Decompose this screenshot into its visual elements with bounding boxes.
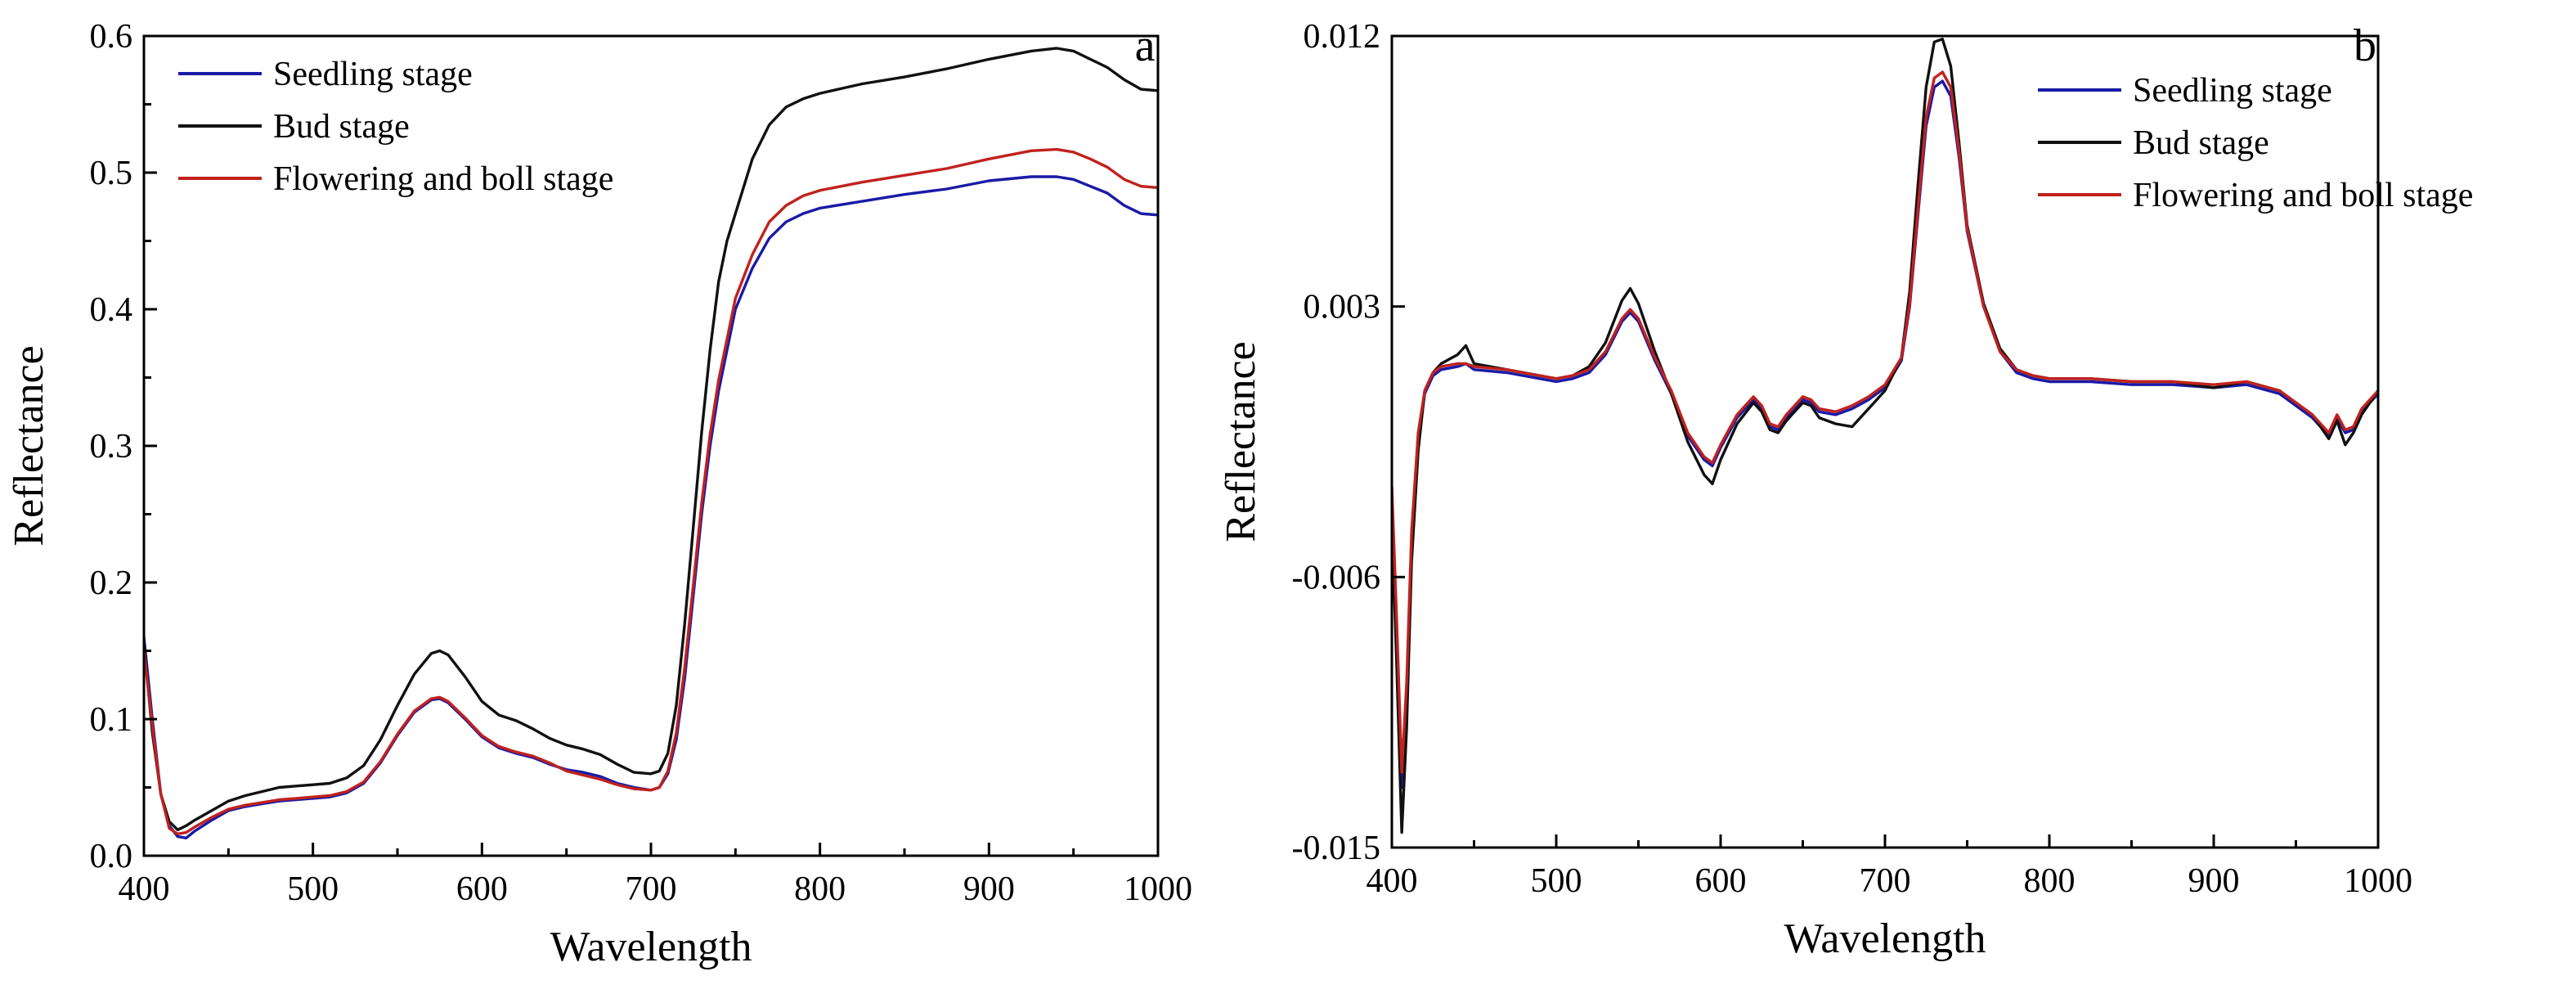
panel-b-legend-label-0: Seedling stage bbox=[2133, 72, 2332, 110]
panel-a-legend-label-2: Flowering and boll stage bbox=[273, 160, 613, 198]
panel-b-x-tick-label: 500 bbox=[1531, 862, 1582, 900]
panel-b-series-group bbox=[1392, 38, 2378, 834]
panel-b-x-tick-label: 700 bbox=[1860, 862, 1911, 900]
panel-a-x-axis-label: Wavelength bbox=[550, 924, 752, 970]
panel-a-legend-label-0: Seedling stage bbox=[273, 56, 473, 93]
panel-a-y-tick-label: 0.4 bbox=[90, 291, 133, 329]
panel-b-series-line-0 bbox=[1392, 79, 2378, 789]
panel-a-letter: a bbox=[1135, 20, 1156, 71]
panel-b-chart: 400 500 600 700 800 900 1000 -0.015 -0.006 0.003… bbox=[1218, 18, 2473, 962]
panel-a-y-axis-label: Reflectance bbox=[6, 345, 52, 546]
panel-b-x-tick-label: 1000 bbox=[2344, 862, 2412, 900]
panel-b-x-tick-label: 400 bbox=[1367, 862, 1418, 900]
panel-a-legend: Seedling stage Bud stage Flowering and bol… bbox=[178, 56, 613, 198]
panel-a-y-tick-label: 0.3 bbox=[90, 428, 133, 466]
panel-b-y-ticks: -0.015 -0.006 0.003 0.012 bbox=[1292, 18, 1405, 867]
panel-b-letter: b bbox=[2354, 20, 2376, 71]
panel-a-series-group bbox=[144, 47, 1158, 839]
panel-b-legend-label-1: Bud stage bbox=[2133, 124, 2269, 162]
panel-b-y-axis-label: Reflectance bbox=[1218, 341, 1264, 542]
panel-a-x-ticks: 400 500 600 700 800 900 1000 bbox=[119, 843, 1192, 908]
panel-b-x-tick-label: 800 bbox=[2024, 862, 2076, 900]
panel-a-y-tick-label: 0.2 bbox=[90, 564, 133, 602]
panel-b-x-tick-label: 600 bbox=[1695, 862, 1747, 900]
panel-b-x-tick-label: 900 bbox=[2188, 862, 2240, 900]
panel-a-y-tick-label: 0.6 bbox=[90, 18, 133, 56]
panel-b-legend: Seedling stage Bud stage Flowering and bol… bbox=[2038, 72, 2473, 214]
panel-a-x-tick-label: 800 bbox=[794, 870, 846, 908]
panel-a-series-line-1 bbox=[144, 47, 1158, 831]
panel-a-chart: 400 500 600 700 800 900 1000 0.00.10.20.30.40.… bbox=[6, 18, 1192, 970]
panel-b-legend-label-2: Flowering and boll stage bbox=[2133, 177, 2473, 214]
panel-a-x-tick-label: 1000 bbox=[1124, 870, 1192, 908]
panel-b-x-ticks: 400 500 600 700 800 900 1000 bbox=[1367, 834, 2412, 900]
panel-a-x-tick-label: 400 bbox=[119, 870, 170, 908]
panel-b-y-tick-label: 0.003 bbox=[1304, 289, 1381, 326]
panel-a-series-line-2 bbox=[144, 147, 1158, 835]
panel-b-series-line-2 bbox=[1392, 70, 2378, 774]
panel-a-y-tick-label: 0.5 bbox=[90, 155, 133, 192]
panel-a-y-tick-label: 0.1 bbox=[90, 701, 133, 739]
panel-b-y-tick-label: -0.015 bbox=[1292, 830, 1381, 867]
panel-b-x-axis-label: Wavelength bbox=[1784, 915, 1986, 962]
panel-b-y-tick-label: -0.006 bbox=[1292, 559, 1381, 596]
panel-a-x-tick-label: 600 bbox=[456, 870, 508, 908]
panel-b-y-tick-label: 0.012 bbox=[1304, 18, 1381, 56]
panel-a-legend-label-1: Bud stage bbox=[273, 108, 410, 146]
panel-a-x-tick-label: 500 bbox=[287, 870, 339, 908]
panel-a-y-tick-label: 0.0 bbox=[90, 838, 133, 875]
panel-a-y-ticks: 0.0 0.1 0.2 0.3 0.4 0.5 0.6 bbox=[90, 18, 157, 875]
panel-a-plot-frame bbox=[142, 34, 1160, 857]
panel-a-x-tick-label: 700 bbox=[626, 870, 677, 908]
panel-a-series-line-0 bbox=[144, 175, 1158, 839]
panel-a-x-tick-label: 900 bbox=[963, 870, 1015, 908]
